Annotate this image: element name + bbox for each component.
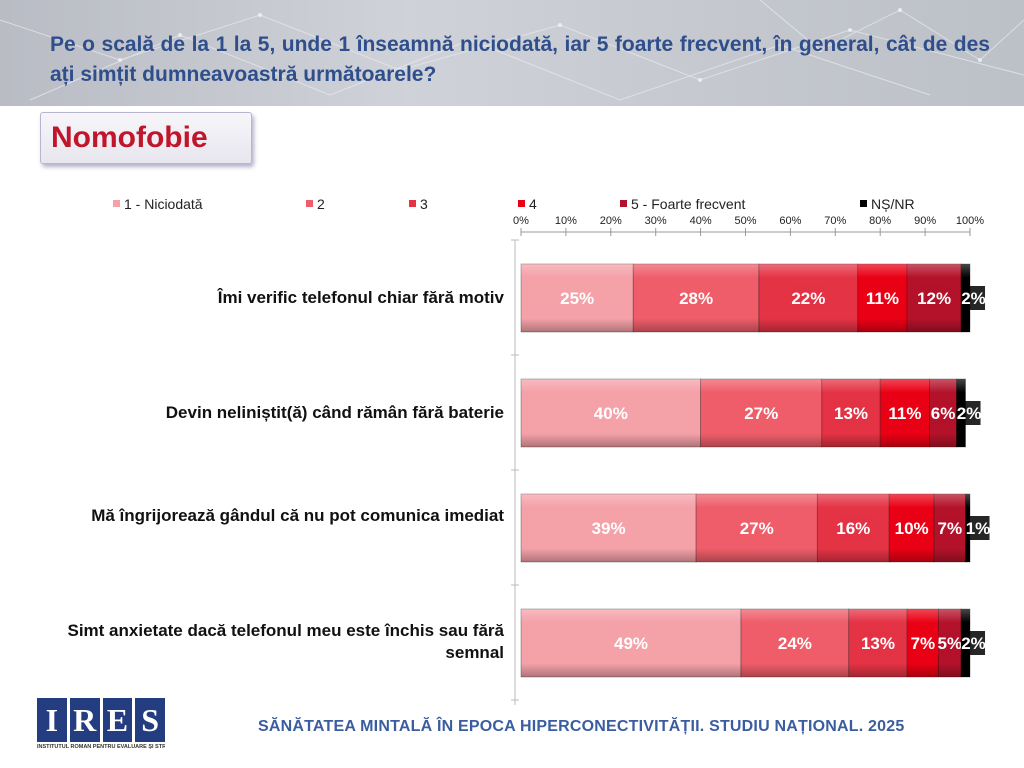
data-label-background (962, 286, 986, 310)
category-label: Mă îngrijorează gândul că nu pot comunic… (91, 506, 504, 525)
data-label: 27% (740, 519, 774, 538)
data-label: 2% (957, 404, 982, 423)
category-label: Îmi verific telefonul chiar fără motiv (217, 288, 504, 307)
legend-swatch (860, 200, 867, 207)
x-tick-label: 10% (555, 215, 577, 227)
legend-swatch (306, 200, 313, 207)
data-label-background (957, 401, 981, 425)
data-label-background (744, 401, 778, 425)
legend-item: 4 (529, 196, 537, 212)
topic-label-box: Nomofobie (40, 112, 252, 164)
header-banner: Pe o scală de la 1 la 5, unde 1 înseamnă… (0, 0, 1024, 106)
data-label: 12% (917, 289, 951, 308)
data-label-background (792, 286, 825, 310)
data-label: 7% (938, 519, 963, 538)
legend-item: 1 - Niciodată (124, 196, 203, 212)
data-label-background (837, 516, 870, 540)
data-label-background (740, 516, 773, 540)
legend-swatch (518, 200, 525, 207)
data-label: 10% (895, 519, 929, 538)
data-label: 24% (778, 634, 812, 653)
x-tick-label: 70% (824, 215, 846, 227)
data-label-background (911, 631, 935, 655)
legend-swatch (113, 200, 120, 207)
data-label: 22% (791, 289, 825, 308)
data-label-background (834, 401, 868, 425)
x-tick-label: 30% (645, 215, 667, 227)
x-tick-label: 0% (513, 215, 529, 227)
data-label: 11% (866, 289, 899, 308)
x-tick-label: 20% (600, 215, 622, 227)
data-label: 16% (836, 519, 870, 538)
x-tick-label: 60% (779, 215, 801, 227)
data-label: 13% (834, 404, 868, 423)
x-tick-label: 80% (869, 215, 891, 227)
legend-item: NȘ/NR (871, 196, 915, 212)
data-label: 5% (938, 634, 963, 653)
data-label: 40% (594, 404, 628, 423)
data-label: 39% (592, 519, 626, 538)
data-label-background (778, 631, 812, 655)
logo-letter: E (102, 698, 133, 742)
data-label: 13% (861, 634, 895, 653)
x-tick-label: 40% (690, 215, 712, 227)
data-label: 11% (888, 404, 921, 423)
data-label-background (917, 286, 951, 310)
data-label-background (866, 286, 899, 310)
legend-item: 2 (317, 196, 325, 212)
logo-subtitle: INSTITUTUL ROMÂN PENTRU EVALUARE ȘI STRA… (37, 744, 165, 750)
category-label: Devin neliniștit(ă) când rămân fără bate… (165, 403, 504, 422)
data-label-background (679, 286, 713, 310)
data-label-background (931, 401, 955, 425)
network-background-decoration (0, 0, 1024, 101)
question-title: Pe o scală de la 1 la 5, unde 1 înseamnă… (50, 33, 990, 86)
data-label-background (938, 631, 962, 655)
x-tick-label: 90% (914, 215, 936, 227)
data-label-background (560, 286, 594, 310)
data-label: 7% (911, 634, 936, 653)
logo-letter: S (135, 698, 165, 742)
data-label-background (594, 401, 628, 425)
topic-title: Nomofobie (51, 121, 208, 154)
data-label-background (966, 516, 990, 540)
data-label-background (962, 631, 986, 655)
data-label: 27% (744, 404, 778, 423)
legend-swatch (620, 200, 627, 207)
data-label: 28% (679, 289, 713, 308)
legend-item: 3 (420, 196, 428, 212)
x-tick-label: 50% (734, 215, 756, 227)
data-label: 6% (931, 404, 956, 423)
logo-letter: R (69, 698, 100, 742)
data-label: 2% (961, 289, 986, 308)
data-label-background (938, 516, 962, 540)
data-label: 1% (966, 519, 991, 538)
data-label-background (861, 631, 895, 655)
data-label-background (614, 631, 648, 655)
data-label-background (895, 516, 928, 540)
category-label: Simt anxietate dacă telefonul meu este î… (67, 621, 505, 662)
logo-letter: I (37, 698, 67, 742)
data-label: 2% (961, 634, 986, 653)
data-label: 49% (614, 634, 648, 653)
footer-study-title: SĂNĂTATEA MINTALĂ ÎN EPOCA HIPERCONECTIV… (258, 718, 905, 735)
data-label: 25% (560, 289, 594, 308)
data-label-background (592, 516, 625, 540)
legend-item: 5 - Foarte frecvent (631, 196, 746, 212)
data-label-background (888, 401, 922, 425)
legend-swatch (409, 200, 416, 207)
x-tick-label: 100% (956, 215, 984, 227)
